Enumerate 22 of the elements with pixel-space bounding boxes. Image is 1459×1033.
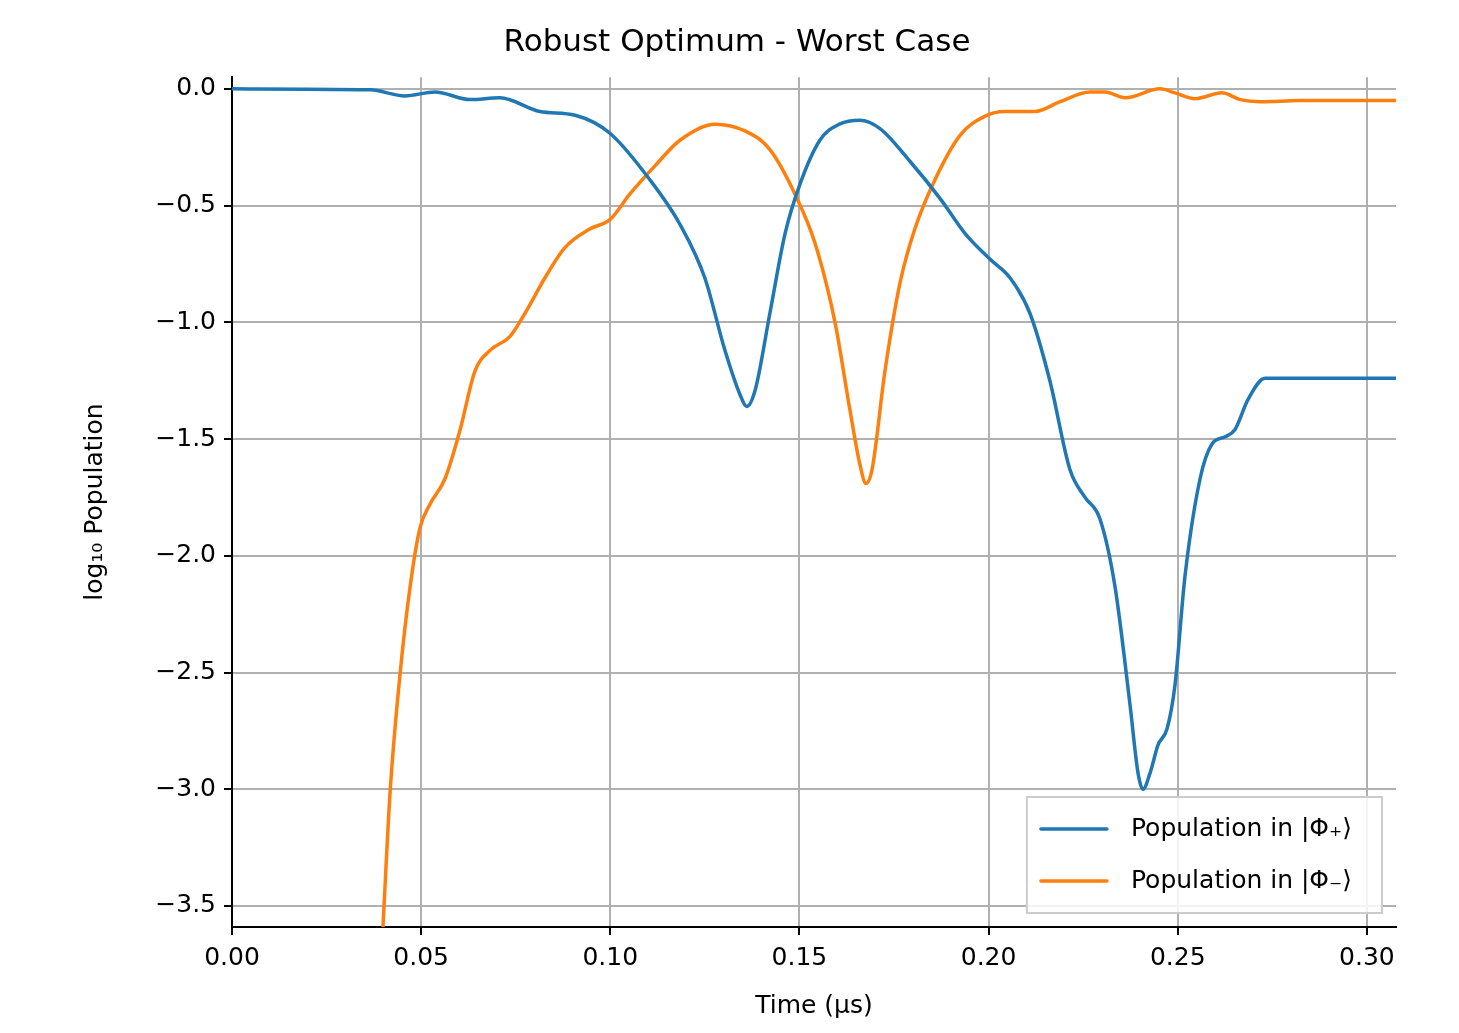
x-axis-title: Time (μs) — [754, 989, 873, 1019]
y-tick-label: −2.0 — [155, 539, 216, 569]
x-tick-label: 0.20 — [960, 941, 1017, 971]
x-tick-label: 0.00 — [204, 941, 260, 971]
y-tick-label: −0.5 — [155, 189, 216, 219]
x-tick-label: 0.05 — [393, 941, 449, 971]
x-tick-label: 0.15 — [771, 941, 828, 971]
x-tick-label: 0.25 — [1149, 941, 1206, 971]
y-tick-label: −1.0 — [155, 305, 216, 335]
y-tick-label: −3.0 — [155, 772, 216, 802]
y-tick-label: −2.5 — [155, 656, 216, 686]
y-tick-label: 0.0 — [176, 72, 216, 102]
legend-label: Population in |Φ₋⟩ — [1130, 864, 1353, 894]
legend-label: Population in |Φ₊⟩ — [1130, 812, 1353, 842]
chart-title: Robust Optimum - Worst Case — [503, 21, 971, 58]
y-axis-title: log₁₀ Population — [78, 403, 108, 601]
x-tick-label: 0.10 — [582, 941, 639, 971]
y-tick-label: −1.5 — [155, 422, 216, 452]
x-tick-label: 0.30 — [1339, 941, 1395, 971]
line-series — [232, 87, 1396, 792]
line-series — [381, 87, 1396, 927]
y-tick-label: −3.5 — [155, 889, 216, 919]
